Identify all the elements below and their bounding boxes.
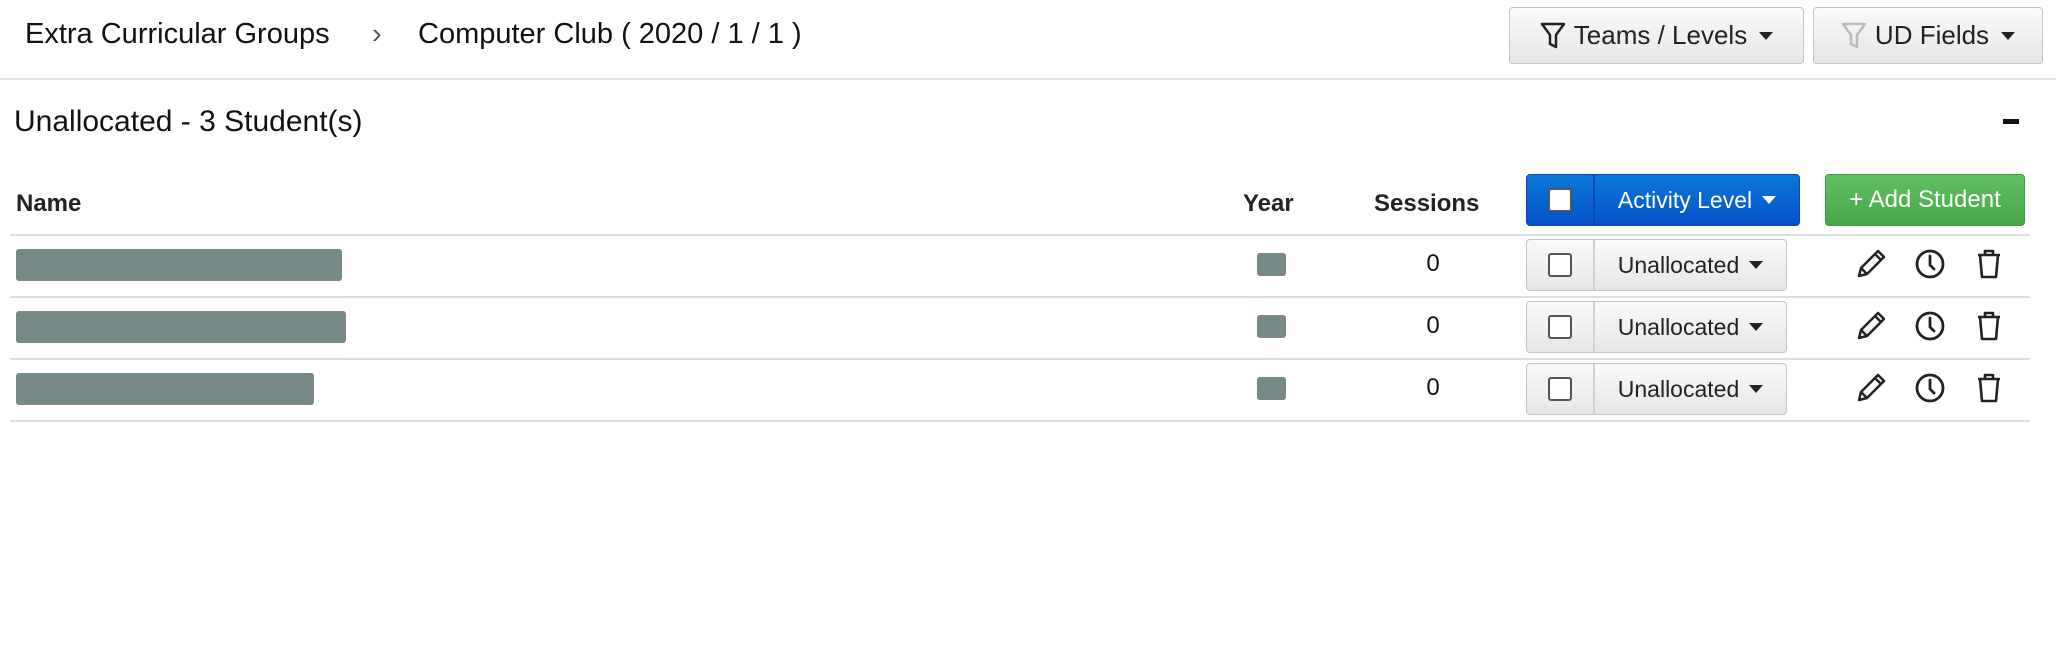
caret-down-icon [1749,261,1764,269]
trash-icon[interactable] [1972,309,2006,343]
activity-level-label: Activity Level [1617,186,1753,213]
level-label: Unallocated [1617,313,1740,340]
ud-fields-button[interactable]: UD Fields [1813,7,2043,64]
level-label: Unallocated [1617,375,1740,402]
row-checkbox[interactable] [1548,315,1572,339]
caret-down-icon [2001,31,2016,40]
activity-level-dropdown[interactable]: Activity Level [1595,175,1799,225]
level-dropdown[interactable]: Unallocated [1595,302,1786,352]
caret-down-icon [1749,323,1764,331]
activity-level-group: Activity Level [1526,174,1800,226]
breadcrumb-current: Computer Club ( 2020 / 1 / 1 ) [418,18,802,50]
year-redacted [1257,253,1286,276]
row-checkbox[interactable] [1548,377,1572,401]
trash-icon[interactable] [1972,371,2006,405]
pencil-icon[interactable] [1854,309,1888,343]
pencil-icon[interactable] [1854,371,1888,405]
row-checkbox-wrap[interactable] [1527,302,1595,352]
student-name-redacted[interactable] [16,311,346,343]
select-all-checkbox[interactable] [1548,188,1572,212]
section-title: Unallocated - 3 Student(s) [14,105,363,138]
column-header-sessions: Sessions [1374,190,1480,217]
clock-icon[interactable] [1913,309,1947,343]
filter-icon [1841,22,1867,48]
year-redacted [1257,315,1286,338]
sessions-count: 0 [1426,312,1440,339]
student-name-redacted[interactable] [16,373,314,405]
add-student-button[interactable]: + Add Student [1825,174,2025,226]
column-header-year: Year [1243,190,1294,217]
row-checkbox-wrap[interactable] [1527,240,1595,290]
row-checkbox[interactable] [1548,253,1572,277]
level-dropdown[interactable]: Unallocated [1595,364,1786,414]
year-redacted [1257,377,1286,400]
activity-level-group: Unallocated [1526,301,1787,353]
row-divider [10,420,2030,422]
teams-levels-label: Teams / Levels [1573,20,1748,50]
select-all-checkbox-wrap[interactable] [1527,175,1595,225]
row-checkbox-wrap[interactable] [1527,364,1595,414]
pencil-icon[interactable] [1854,247,1888,281]
level-label: Unallocated [1617,251,1740,278]
filter-icon [1540,22,1566,48]
sessions-count: 0 [1426,250,1440,277]
caret-down-icon [1762,196,1777,204]
clock-icon[interactable] [1913,247,1947,281]
breadcrumb-separator: › [372,18,382,50]
activity-level-group: Unallocated [1526,239,1787,291]
clock-icon[interactable] [1913,371,1947,405]
row-divider [10,296,2030,298]
activity-level-group: Unallocated [1526,363,1787,415]
caret-down-icon [1759,31,1774,40]
level-dropdown[interactable]: Unallocated [1595,240,1786,290]
caret-down-icon [1749,385,1764,393]
row-divider [10,234,2030,236]
collapse-button[interactable] [2003,119,2019,124]
column-header-name: Name [16,190,82,217]
ud-fields-label: UD Fields [1874,20,1990,50]
sessions-count: 0 [1426,374,1440,401]
trash-icon[interactable] [1972,247,2006,281]
row-divider [10,358,2030,360]
teams-levels-button[interactable]: Teams / Levels [1509,7,1804,64]
breadcrumb-parent[interactable]: Extra Curricular Groups [25,18,330,50]
student-name-redacted[interactable] [16,249,342,281]
header-divider [0,78,2056,80]
